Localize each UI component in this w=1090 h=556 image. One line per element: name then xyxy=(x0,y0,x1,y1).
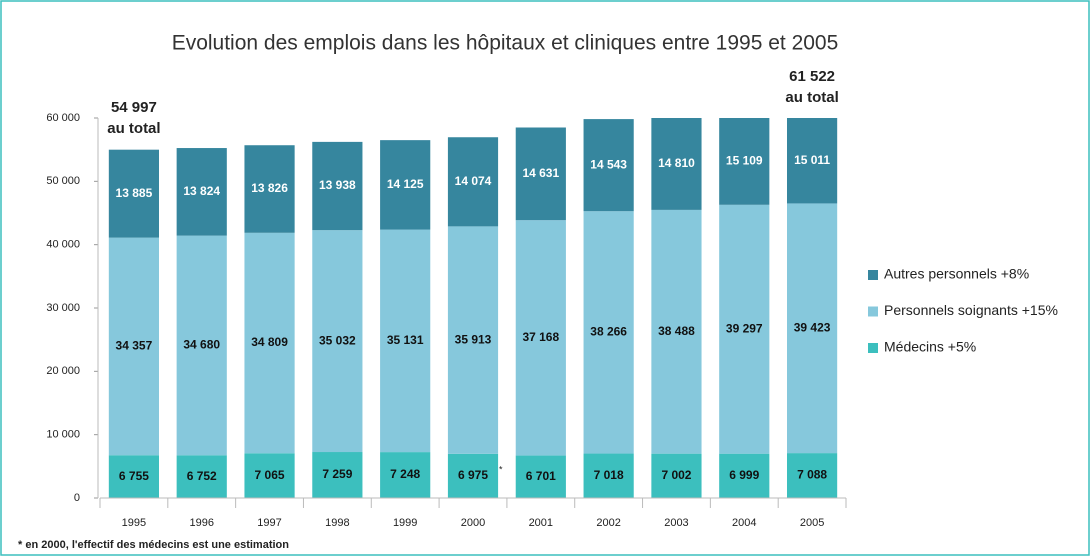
bar-segment xyxy=(108,455,160,498)
bar-segment xyxy=(719,453,770,498)
value-label: 6 752 xyxy=(187,469,217,483)
x-tick-label: 1995 xyxy=(122,517,146,529)
asterisk: * xyxy=(499,464,503,474)
y-tick-label: 10 000 xyxy=(46,429,80,441)
value-label: 35 131 xyxy=(387,333,424,347)
value-label: 13 824 xyxy=(183,184,220,198)
bar-segment xyxy=(447,453,499,498)
x-tick-label: 1996 xyxy=(189,517,213,529)
annotation: 61 522 xyxy=(789,68,835,85)
x-tick-label: 1997 xyxy=(257,517,281,529)
value-label: 37 168 xyxy=(522,330,559,344)
annotation: 54 997 xyxy=(111,99,157,116)
value-label: 15 011 xyxy=(794,153,830,167)
x-tick-label: 2005 xyxy=(800,517,824,529)
value-label: 14 074 xyxy=(455,174,492,188)
value-label: 39 423 xyxy=(794,320,831,334)
value-label: 6 755 xyxy=(119,469,149,483)
value-label: 34 809 xyxy=(251,335,288,349)
x-tick-label: 2003 xyxy=(664,517,688,529)
y-tick-label: 60 000 xyxy=(46,112,80,124)
chart-title: Evolution des emplois dans les hôpitaux … xyxy=(172,32,839,55)
bar-segment xyxy=(447,226,499,454)
y-tick-label: 0 xyxy=(74,492,80,504)
bar-segment xyxy=(244,453,295,498)
y-tick-label: 50 000 xyxy=(46,175,80,187)
value-label: 13 885 xyxy=(116,186,153,200)
legend-label: Autres personnels +8% xyxy=(884,266,1029,282)
legend-label: Médecins +5% xyxy=(884,339,976,355)
legend-label: Personnels soignants +15% xyxy=(884,302,1058,318)
footnote: * en 2000, l'effectif des médecins est u… xyxy=(18,539,289,551)
bar-segment xyxy=(515,220,566,456)
bar-segment xyxy=(176,455,227,498)
value-label: 14 810 xyxy=(658,156,695,170)
bar-segment xyxy=(447,137,499,227)
value-label: 6 999 xyxy=(729,468,759,482)
value-label: 7 088 xyxy=(797,468,827,482)
value-label: 7 065 xyxy=(255,468,285,482)
value-label: 35 032 xyxy=(319,333,356,347)
x-tick-label: 2004 xyxy=(732,517,756,529)
bar-segment xyxy=(583,453,634,498)
x-tick-label: 2000 xyxy=(461,517,485,529)
value-label: 7 002 xyxy=(661,468,691,482)
value-label: 39 297 xyxy=(726,321,763,335)
bar-segment xyxy=(515,455,566,498)
bar-segment xyxy=(108,237,160,456)
value-label: 6 975 xyxy=(458,468,488,482)
legend-swatch xyxy=(868,270,878,280)
bar-segment xyxy=(719,118,770,205)
x-tick-label: 1998 xyxy=(325,517,349,529)
value-label: 13 826 xyxy=(251,181,288,195)
annotation: au total xyxy=(107,120,160,137)
x-tick-label: 2002 xyxy=(596,517,620,529)
value-label: 38 488 xyxy=(658,324,695,338)
value-label: 14 543 xyxy=(590,157,627,171)
value-label: 15 109 xyxy=(726,154,763,168)
bar-segment xyxy=(719,204,770,454)
bar-segment xyxy=(380,140,431,230)
bar-segment xyxy=(380,452,431,498)
bar-segment xyxy=(312,452,363,498)
value-label: 14 631 xyxy=(522,166,559,180)
x-tick-label: 2001 xyxy=(529,517,553,529)
bar-segment xyxy=(312,230,363,453)
bar-segment xyxy=(312,141,363,231)
value-label: 7 248 xyxy=(390,467,420,481)
bars xyxy=(108,118,838,498)
bar-segment xyxy=(244,232,295,454)
bar-segment xyxy=(651,453,702,498)
bar-segment xyxy=(108,149,160,238)
annotation: au total xyxy=(785,89,838,106)
bar-segment xyxy=(176,148,227,236)
y-tick-label: 20 000 xyxy=(46,365,80,377)
value-label: 34 680 xyxy=(183,338,220,352)
bar-segment xyxy=(651,118,702,210)
bar-segment xyxy=(583,211,634,454)
y-tick-label: 30 000 xyxy=(46,302,80,314)
bar-segment xyxy=(515,127,566,221)
value-label: 38 266 xyxy=(590,325,627,339)
y-tick-label: 40 000 xyxy=(46,239,80,251)
bar-segment xyxy=(786,453,838,498)
bar-segment xyxy=(176,235,227,456)
legend-swatch xyxy=(868,343,878,353)
bar-segment xyxy=(786,118,838,204)
bar-segment xyxy=(380,229,431,453)
value-label: 35 913 xyxy=(455,332,492,346)
value-label: 6 701 xyxy=(526,469,556,483)
bar-segment xyxy=(651,209,702,454)
legend-swatch xyxy=(868,306,878,317)
bar-segment xyxy=(244,145,295,233)
bar-segment xyxy=(583,119,634,212)
x-tick-label: 1999 xyxy=(393,517,417,529)
value-label: 13 938 xyxy=(319,178,356,192)
value-label: 34 357 xyxy=(116,339,153,353)
value-label: 14 125 xyxy=(387,177,424,191)
bar-segment xyxy=(786,203,838,454)
value-label: 7 018 xyxy=(594,468,624,482)
value-label: 7 259 xyxy=(322,467,352,481)
